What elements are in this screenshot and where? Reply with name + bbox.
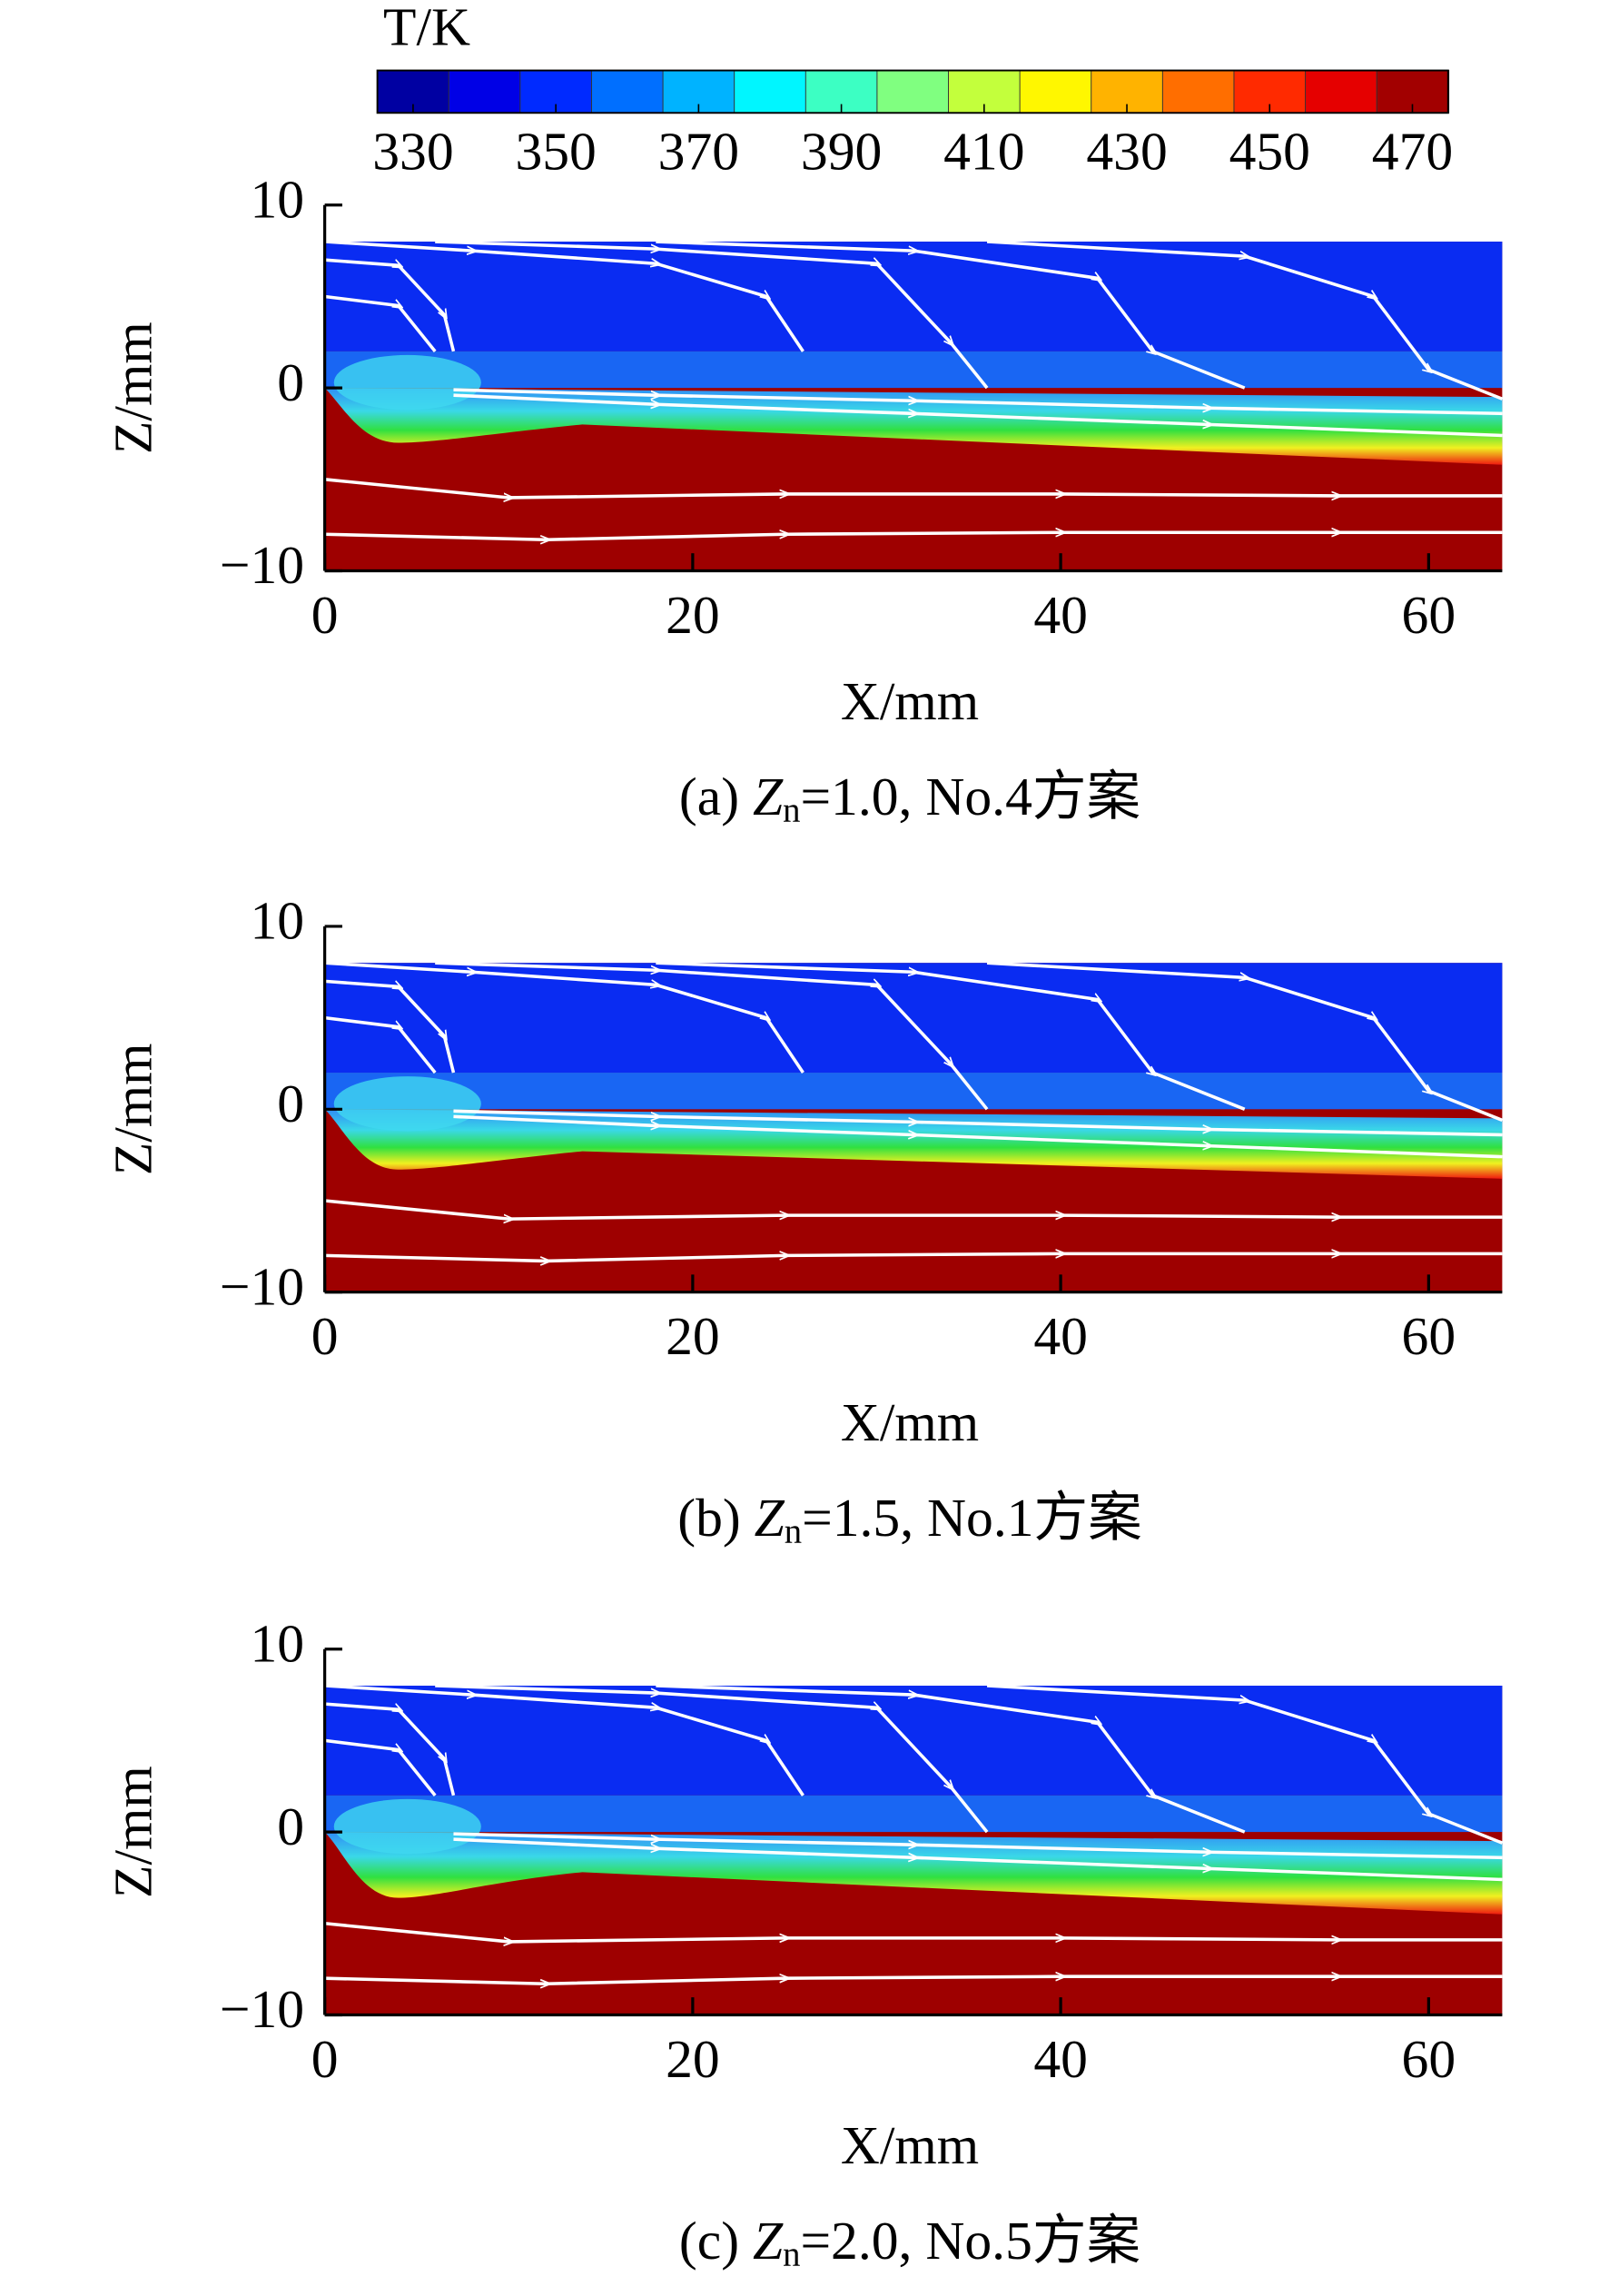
streamline xyxy=(986,961,1504,1123)
x-tick-label: 40 xyxy=(1033,1306,1088,1366)
caption: (b) Zn=1.5, No.1方案 xyxy=(677,1488,1141,1551)
x-tick-label: 60 xyxy=(1402,1306,1456,1366)
x-tick-label: 20 xyxy=(666,2029,720,2089)
streamline xyxy=(435,961,989,1111)
x-axis-label: X/mm xyxy=(841,671,979,731)
caption-part: n xyxy=(785,1513,802,1551)
y-tick-label: 0 xyxy=(277,352,304,412)
caption-part: Z xyxy=(753,2211,784,2271)
colorbar-band xyxy=(1305,70,1378,114)
y-tick-label: 10 xyxy=(250,1613,304,1673)
x-tick-label: 60 xyxy=(1402,2029,1456,2089)
cooling-bubble xyxy=(333,354,481,411)
colorbar-band xyxy=(590,70,665,114)
streamline xyxy=(453,393,1503,438)
caption-part: (b) xyxy=(677,1488,754,1548)
y-tick-label: 0 xyxy=(277,1796,304,1856)
streamline xyxy=(324,979,456,1074)
cooling-bubble xyxy=(333,1076,481,1132)
x-axis-label: X/mm xyxy=(841,1392,979,1452)
x-tick-label: 20 xyxy=(666,1306,720,1366)
caption-part: =2.0, No.5方案 xyxy=(800,2211,1140,2271)
x-tick-label: 0 xyxy=(311,2029,339,2089)
streamline xyxy=(324,1015,437,1074)
cooling-bubble xyxy=(333,1798,481,1855)
streamline xyxy=(986,1684,1504,1845)
streamline xyxy=(435,1684,989,1834)
colorbar-frame xyxy=(376,69,1449,114)
y-axis-label: Z/mm xyxy=(104,322,163,454)
streamline xyxy=(324,1702,456,1796)
caption-part: Z xyxy=(755,1488,785,1548)
streamline xyxy=(656,1684,1246,1834)
streamline xyxy=(453,388,1503,416)
colorbar-band xyxy=(1161,70,1236,114)
x-tick-label: 20 xyxy=(666,585,720,645)
caption-part: n xyxy=(783,2236,800,2274)
y-tick-label: 10 xyxy=(250,169,304,229)
film-region xyxy=(324,1795,1503,1833)
streamline xyxy=(324,1922,1503,1942)
y-tick-label: 10 xyxy=(250,891,304,951)
streamline xyxy=(986,240,1504,401)
streamline xyxy=(324,258,456,352)
caption-part: =1.5, No.1方案 xyxy=(802,1488,1142,1548)
colorbar-tick-label: 410 xyxy=(943,121,1024,181)
colorbar-band xyxy=(876,70,950,114)
streamline xyxy=(656,240,1246,390)
colorbar-title: T/K xyxy=(383,0,470,56)
colorbar-tick-label: 370 xyxy=(658,121,739,181)
y-axis-label: Z/mm xyxy=(104,1766,163,1898)
streamline xyxy=(324,478,1503,498)
streamline xyxy=(324,1199,1503,1219)
colorbar-tick-label: 470 xyxy=(1372,121,1453,181)
caption-part: =1.0, No.4方案 xyxy=(800,767,1140,826)
y-tick-label: −10 xyxy=(220,535,304,595)
film-region xyxy=(324,351,1503,389)
streamline xyxy=(453,1109,1503,1137)
streamline xyxy=(453,1832,1503,1860)
colorbar-tick-label: 350 xyxy=(515,121,596,181)
streamline xyxy=(324,294,437,352)
streamline xyxy=(324,1738,437,1796)
caption-part: n xyxy=(783,792,800,830)
x-tick-label: 0 xyxy=(311,1306,339,1366)
streamline xyxy=(656,961,1246,1111)
caption-part: (a) xyxy=(679,767,753,826)
x-tick-label: 60 xyxy=(1402,585,1456,645)
colorbar-tick-label: 330 xyxy=(372,121,453,181)
x-tick-label: 40 xyxy=(1033,585,1088,645)
x-axis-label: X/mm xyxy=(841,2115,979,2175)
cold-region xyxy=(324,242,1503,351)
colorbar-tick-label: 390 xyxy=(801,121,882,181)
colorbar-band xyxy=(1019,70,1093,114)
caption-part: (c) xyxy=(679,2211,753,2271)
cold-region xyxy=(324,1686,1503,1796)
y-tick-label: 0 xyxy=(277,1074,304,1133)
colorbar-tick-label: 430 xyxy=(1086,121,1167,181)
streamline xyxy=(324,532,1503,539)
x-tick-label: 40 xyxy=(1033,2029,1088,2089)
caption-part: Z xyxy=(753,767,784,826)
colorbar-band xyxy=(448,70,522,114)
streamline xyxy=(453,1837,1503,1882)
colorbar-tick-label: 450 xyxy=(1229,121,1310,181)
x-tick-label: 0 xyxy=(311,585,339,645)
streamline xyxy=(453,1114,1503,1159)
streamline xyxy=(324,1976,1503,1984)
film-region xyxy=(324,1073,1503,1110)
streamline xyxy=(324,1253,1503,1261)
streamline xyxy=(435,240,989,390)
colorbar-band xyxy=(734,70,807,114)
y-axis-label: Z/mm xyxy=(104,1043,163,1175)
cold-region xyxy=(324,963,1503,1074)
caption: (a) Zn=1.0, No.4方案 xyxy=(679,767,1140,830)
y-tick-label: −10 xyxy=(220,1979,304,2039)
caption: (c) Zn=2.0, No.5方案 xyxy=(679,2211,1140,2274)
y-tick-label: −10 xyxy=(220,1256,304,1316)
